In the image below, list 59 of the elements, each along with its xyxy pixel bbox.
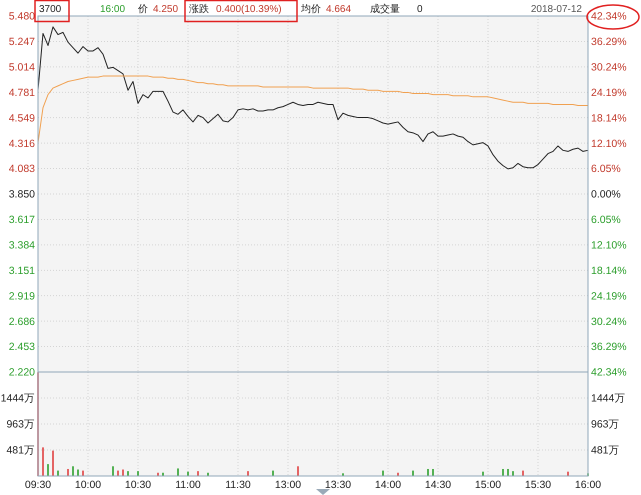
y2-tick-label: 6.05% bbox=[591, 214, 621, 226]
x-tick-label: 11:00 bbox=[175, 479, 201, 491]
y2-tick-label: 0.00% bbox=[591, 188, 621, 201]
y-tick-label: 4.549 bbox=[8, 112, 36, 124]
y-tick-label: 5.480 bbox=[8, 10, 36, 23]
y-tick-label: 5.247 bbox=[8, 36, 36, 48]
x-tick-label: 15:30 bbox=[524, 479, 552, 491]
y-tick-label: 2.919 bbox=[8, 290, 36, 302]
x-tick-label: 15:00 bbox=[474, 479, 502, 491]
text: 3700 bbox=[39, 4, 62, 15]
y-tick-label: 3.850 bbox=[8, 188, 36, 201]
text: 4.250 bbox=[153, 4, 178, 15]
y-tick-label: 5.014 bbox=[8, 62, 36, 74]
text: 涨跌 bbox=[189, 3, 209, 15]
y-tick-label: 2.453 bbox=[8, 341, 36, 354]
x-tick-label: 11:30 bbox=[225, 479, 251, 491]
y-tick-label: 963万 bbox=[6, 418, 35, 431]
y-tick-label: 2.220 bbox=[8, 366, 36, 379]
y-tick-label: 2.686 bbox=[8, 316, 36, 328]
y-tick-label: 481万 bbox=[6, 444, 35, 457]
x-tick-label: 14:30 bbox=[424, 479, 452, 491]
y-tick-label: 4.781 bbox=[8, 87, 36, 100]
x-tick-label: 10:00 bbox=[74, 479, 102, 491]
y2-tick-label: 30.24% bbox=[591, 62, 627, 74]
text: 成交量 bbox=[370, 3, 400, 15]
text: 4.664 bbox=[326, 4, 352, 15]
y-tick-label: 3.151 bbox=[8, 265, 36, 278]
y-tick-label: 1444万 bbox=[0, 392, 35, 405]
y2-tick-label: 36.29% bbox=[591, 36, 627, 48]
y2-tick-label: 18.14% bbox=[591, 112, 627, 124]
y2-tick-label: 6.05% bbox=[591, 163, 621, 176]
y2-tick-label: 24.19% bbox=[591, 86, 627, 99]
x-tick-label: 13:30 bbox=[324, 479, 352, 491]
text: 2018-07-12 bbox=[530, 4, 582, 15]
y2-tick-label: 12.10% bbox=[591, 138, 627, 150]
y2-tick-label: 24.19% bbox=[591, 290, 627, 302]
x-tick-label: 10:30 bbox=[124, 479, 152, 491]
y-tick-label: 4.083 bbox=[8, 163, 36, 176]
y2-tick-label: 18.14% bbox=[591, 264, 627, 277]
y2-tick-label: 1444万 bbox=[591, 392, 626, 405]
y2-tick-label: 12.10% bbox=[591, 240, 627, 252]
y2-tick-label: 36.29% bbox=[591, 341, 627, 354]
y-tick-label: 3.617 bbox=[8, 214, 36, 226]
text: 16:00 bbox=[100, 4, 126, 15]
y2-tick-label: 481万 bbox=[591, 444, 620, 457]
text: 均价 bbox=[300, 3, 321, 15]
text: 0.400(10.39%) bbox=[216, 4, 282, 15]
y2-tick-label: 30.24% bbox=[591, 316, 627, 328]
x-tick-label: 09:30 bbox=[24, 479, 52, 491]
x-tick-label: 14:00 bbox=[374, 479, 402, 491]
y-tick-label: 3.384 bbox=[8, 240, 36, 252]
x-tick-label: 13:00 bbox=[274, 479, 302, 491]
x-tick-label: 16:00 bbox=[574, 479, 602, 491]
y2-tick-label: 42.34% bbox=[591, 366, 627, 379]
text: 0 bbox=[417, 4, 423, 15]
y2-tick-label: 42.34% bbox=[591, 10, 627, 23]
y2-tick-label: 963万 bbox=[591, 418, 620, 431]
text: 价 bbox=[137, 3, 148, 15]
y-tick-label: 4.316 bbox=[8, 138, 36, 150]
